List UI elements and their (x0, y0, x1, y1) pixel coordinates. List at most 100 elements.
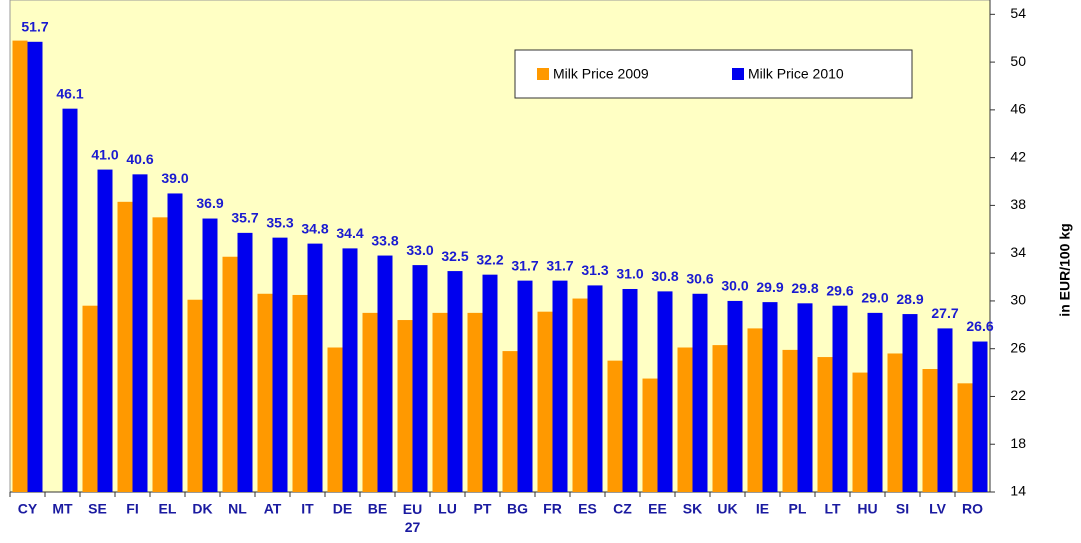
bar (97, 169, 113, 492)
bar (817, 357, 833, 492)
x-tick-label: SK (683, 501, 702, 517)
bar (292, 294, 308, 492)
value-label: 29.0 (861, 290, 888, 306)
value-label: 34.8 (301, 220, 328, 236)
bar (677, 347, 693, 492)
bar (622, 288, 638, 492)
x-tick-label: SE (88, 501, 107, 517)
bar (222, 256, 238, 492)
x-tick-label: EE (648, 501, 667, 517)
bar (657, 291, 673, 492)
value-label: 30.0 (721, 278, 748, 294)
bar (852, 372, 868, 492)
bar (957, 383, 973, 492)
value-label: 33.8 (371, 232, 398, 248)
bar (692, 293, 708, 492)
bar (607, 360, 623, 492)
value-label: 46.1 (56, 85, 83, 101)
bar (482, 274, 498, 492)
x-tick-label: SI (896, 501, 909, 517)
bar (832, 305, 848, 492)
value-label: 31.3 (581, 262, 608, 278)
x-tick-label: LU (438, 501, 457, 517)
x-tick-label: DK (192, 501, 212, 517)
bar (397, 320, 413, 492)
y-tick-label: 50 (1010, 53, 1026, 69)
bar (747, 328, 763, 492)
x-tick-label: BE (368, 501, 387, 517)
bar (712, 345, 728, 492)
bar (132, 174, 148, 492)
legend-label: Milk Price 2010 (748, 66, 844, 82)
x-tick-label: PL (789, 501, 807, 517)
x-tick-label: DE (333, 501, 352, 517)
x-tick-label: CY (18, 501, 38, 517)
bar (552, 280, 568, 492)
bar (202, 218, 218, 492)
legend-swatch (537, 68, 549, 80)
y-tick-label: 38 (1010, 196, 1026, 212)
x-tick-label: EU 27 (403, 501, 422, 535)
bar (922, 369, 938, 492)
bar (432, 312, 448, 492)
x-tick-label: IE (756, 501, 769, 517)
value-label: 27.7 (931, 305, 958, 321)
x-tick-label: RO (962, 501, 983, 517)
value-label: 29.9 (756, 279, 783, 295)
bar (762, 302, 778, 492)
bar (187, 299, 203, 492)
bar (117, 201, 133, 492)
value-label: 32.5 (441, 248, 468, 264)
x-tick-label: FR (543, 501, 562, 517)
y-tick-label: 46 (1010, 101, 1026, 117)
value-label: 39.0 (161, 170, 188, 186)
bar (782, 349, 798, 492)
bar (887, 353, 903, 492)
value-label: 40.6 (126, 151, 153, 167)
value-label: 35.7 (231, 210, 258, 226)
value-label: 30.8 (651, 268, 678, 284)
value-label: 32.2 (476, 251, 503, 267)
value-label: 29.6 (826, 282, 853, 298)
value-label: 34.4 (336, 225, 363, 241)
bar (517, 280, 533, 492)
bar (412, 265, 428, 492)
value-label: 36.9 (196, 195, 223, 211)
bar (237, 232, 253, 492)
x-tick-label: LV (929, 501, 947, 517)
y-tick-label: 14 (1010, 483, 1026, 499)
x-tick-label: BG (507, 501, 528, 517)
bar (587, 285, 603, 492)
bar (902, 314, 918, 492)
bar (62, 108, 78, 492)
bar (257, 293, 273, 492)
x-tick-label: CZ (613, 501, 632, 517)
bar (972, 341, 988, 492)
value-label: 26.6 (966, 318, 993, 334)
bar (502, 351, 518, 492)
x-tick-label: MT (52, 501, 73, 517)
bar (572, 298, 588, 492)
bar (307, 243, 323, 492)
bar (27, 41, 43, 493)
bar (642, 378, 658, 492)
legend-swatch (732, 68, 744, 80)
y-tick-label: 30 (1010, 292, 1026, 308)
x-tick-label: PT (474, 501, 492, 517)
value-label: 33.0 (406, 242, 433, 258)
y-tick-label: 18 (1010, 435, 1026, 451)
y-tick-label: 54 (1010, 5, 1026, 21)
x-tick-label: IT (301, 501, 314, 517)
bar (12, 40, 28, 493)
x-tick-label: EL (159, 501, 177, 517)
bar (152, 217, 168, 492)
bar (377, 255, 393, 492)
value-label: 41.0 (91, 146, 118, 162)
value-label: 30.6 (686, 270, 713, 286)
value-label: 35.3 (266, 214, 293, 230)
value-label: 28.9 (896, 291, 923, 307)
x-tick-label: HU (857, 501, 877, 517)
bar (327, 347, 343, 492)
value-label: 31.0 (616, 266, 643, 282)
